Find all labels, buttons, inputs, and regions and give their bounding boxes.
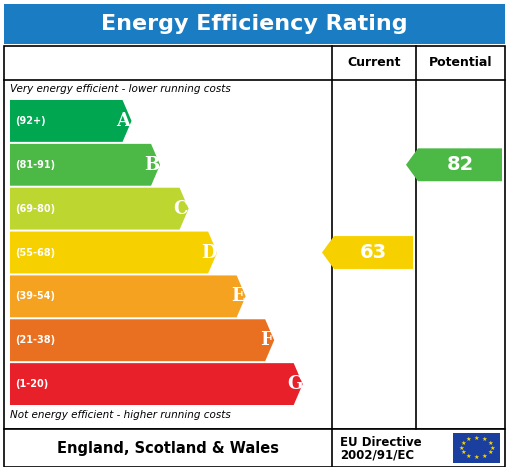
Polygon shape	[10, 188, 189, 230]
Polygon shape	[10, 232, 217, 274]
Text: Not energy efficient - higher running costs: Not energy efficient - higher running co…	[10, 410, 231, 420]
Text: Potential: Potential	[429, 57, 492, 70]
Text: ★: ★	[474, 455, 479, 460]
Text: (81-91): (81-91)	[15, 160, 55, 170]
Text: G: G	[287, 375, 302, 393]
Polygon shape	[10, 276, 246, 317]
Text: ★: ★	[458, 446, 464, 451]
Text: ★: ★	[460, 440, 466, 446]
Text: ★: ★	[466, 437, 471, 442]
Polygon shape	[10, 144, 160, 186]
Text: ★: ★	[487, 451, 493, 455]
Polygon shape	[10, 100, 131, 142]
Text: Current: Current	[347, 57, 401, 70]
Text: ★: ★	[489, 446, 495, 451]
Text: (55-68): (55-68)	[15, 248, 55, 257]
Text: (69-80): (69-80)	[15, 204, 55, 213]
Text: (92+): (92+)	[15, 116, 46, 126]
Bar	[4, 46, 505, 429]
Text: Energy Efficiency Rating: Energy Efficiency Rating	[101, 14, 408, 34]
Polygon shape	[406, 149, 502, 181]
Text: ★: ★	[482, 437, 487, 442]
Text: D: D	[202, 243, 217, 262]
Text: (21-38): (21-38)	[15, 335, 55, 345]
Text: England, Scotland & Wales: England, Scotland & Wales	[57, 440, 279, 455]
Bar	[4, 4, 505, 44]
Text: EU Directive: EU Directive	[340, 436, 421, 448]
Text: (39-54): (39-54)	[15, 291, 55, 301]
Polygon shape	[322, 236, 413, 269]
Text: 82: 82	[446, 156, 474, 174]
Text: E: E	[231, 287, 244, 305]
Text: F: F	[260, 331, 273, 349]
Text: A: A	[117, 112, 130, 130]
Text: ★: ★	[487, 440, 493, 446]
Text: (1-20): (1-20)	[15, 379, 48, 389]
Text: 2002/91/EC: 2002/91/EC	[340, 448, 414, 461]
Polygon shape	[10, 319, 274, 361]
Bar	[4, 429, 505, 467]
Text: C: C	[174, 200, 188, 218]
Text: B: B	[145, 156, 160, 174]
Polygon shape	[10, 363, 303, 405]
Text: ★: ★	[482, 454, 487, 459]
Text: ★: ★	[466, 454, 471, 459]
Bar	[453, 433, 500, 463]
Text: Very energy efficient - lower running costs: Very energy efficient - lower running co…	[10, 84, 231, 94]
Text: ★: ★	[474, 436, 479, 440]
Text: ★: ★	[460, 451, 466, 455]
Text: 63: 63	[360, 243, 387, 262]
